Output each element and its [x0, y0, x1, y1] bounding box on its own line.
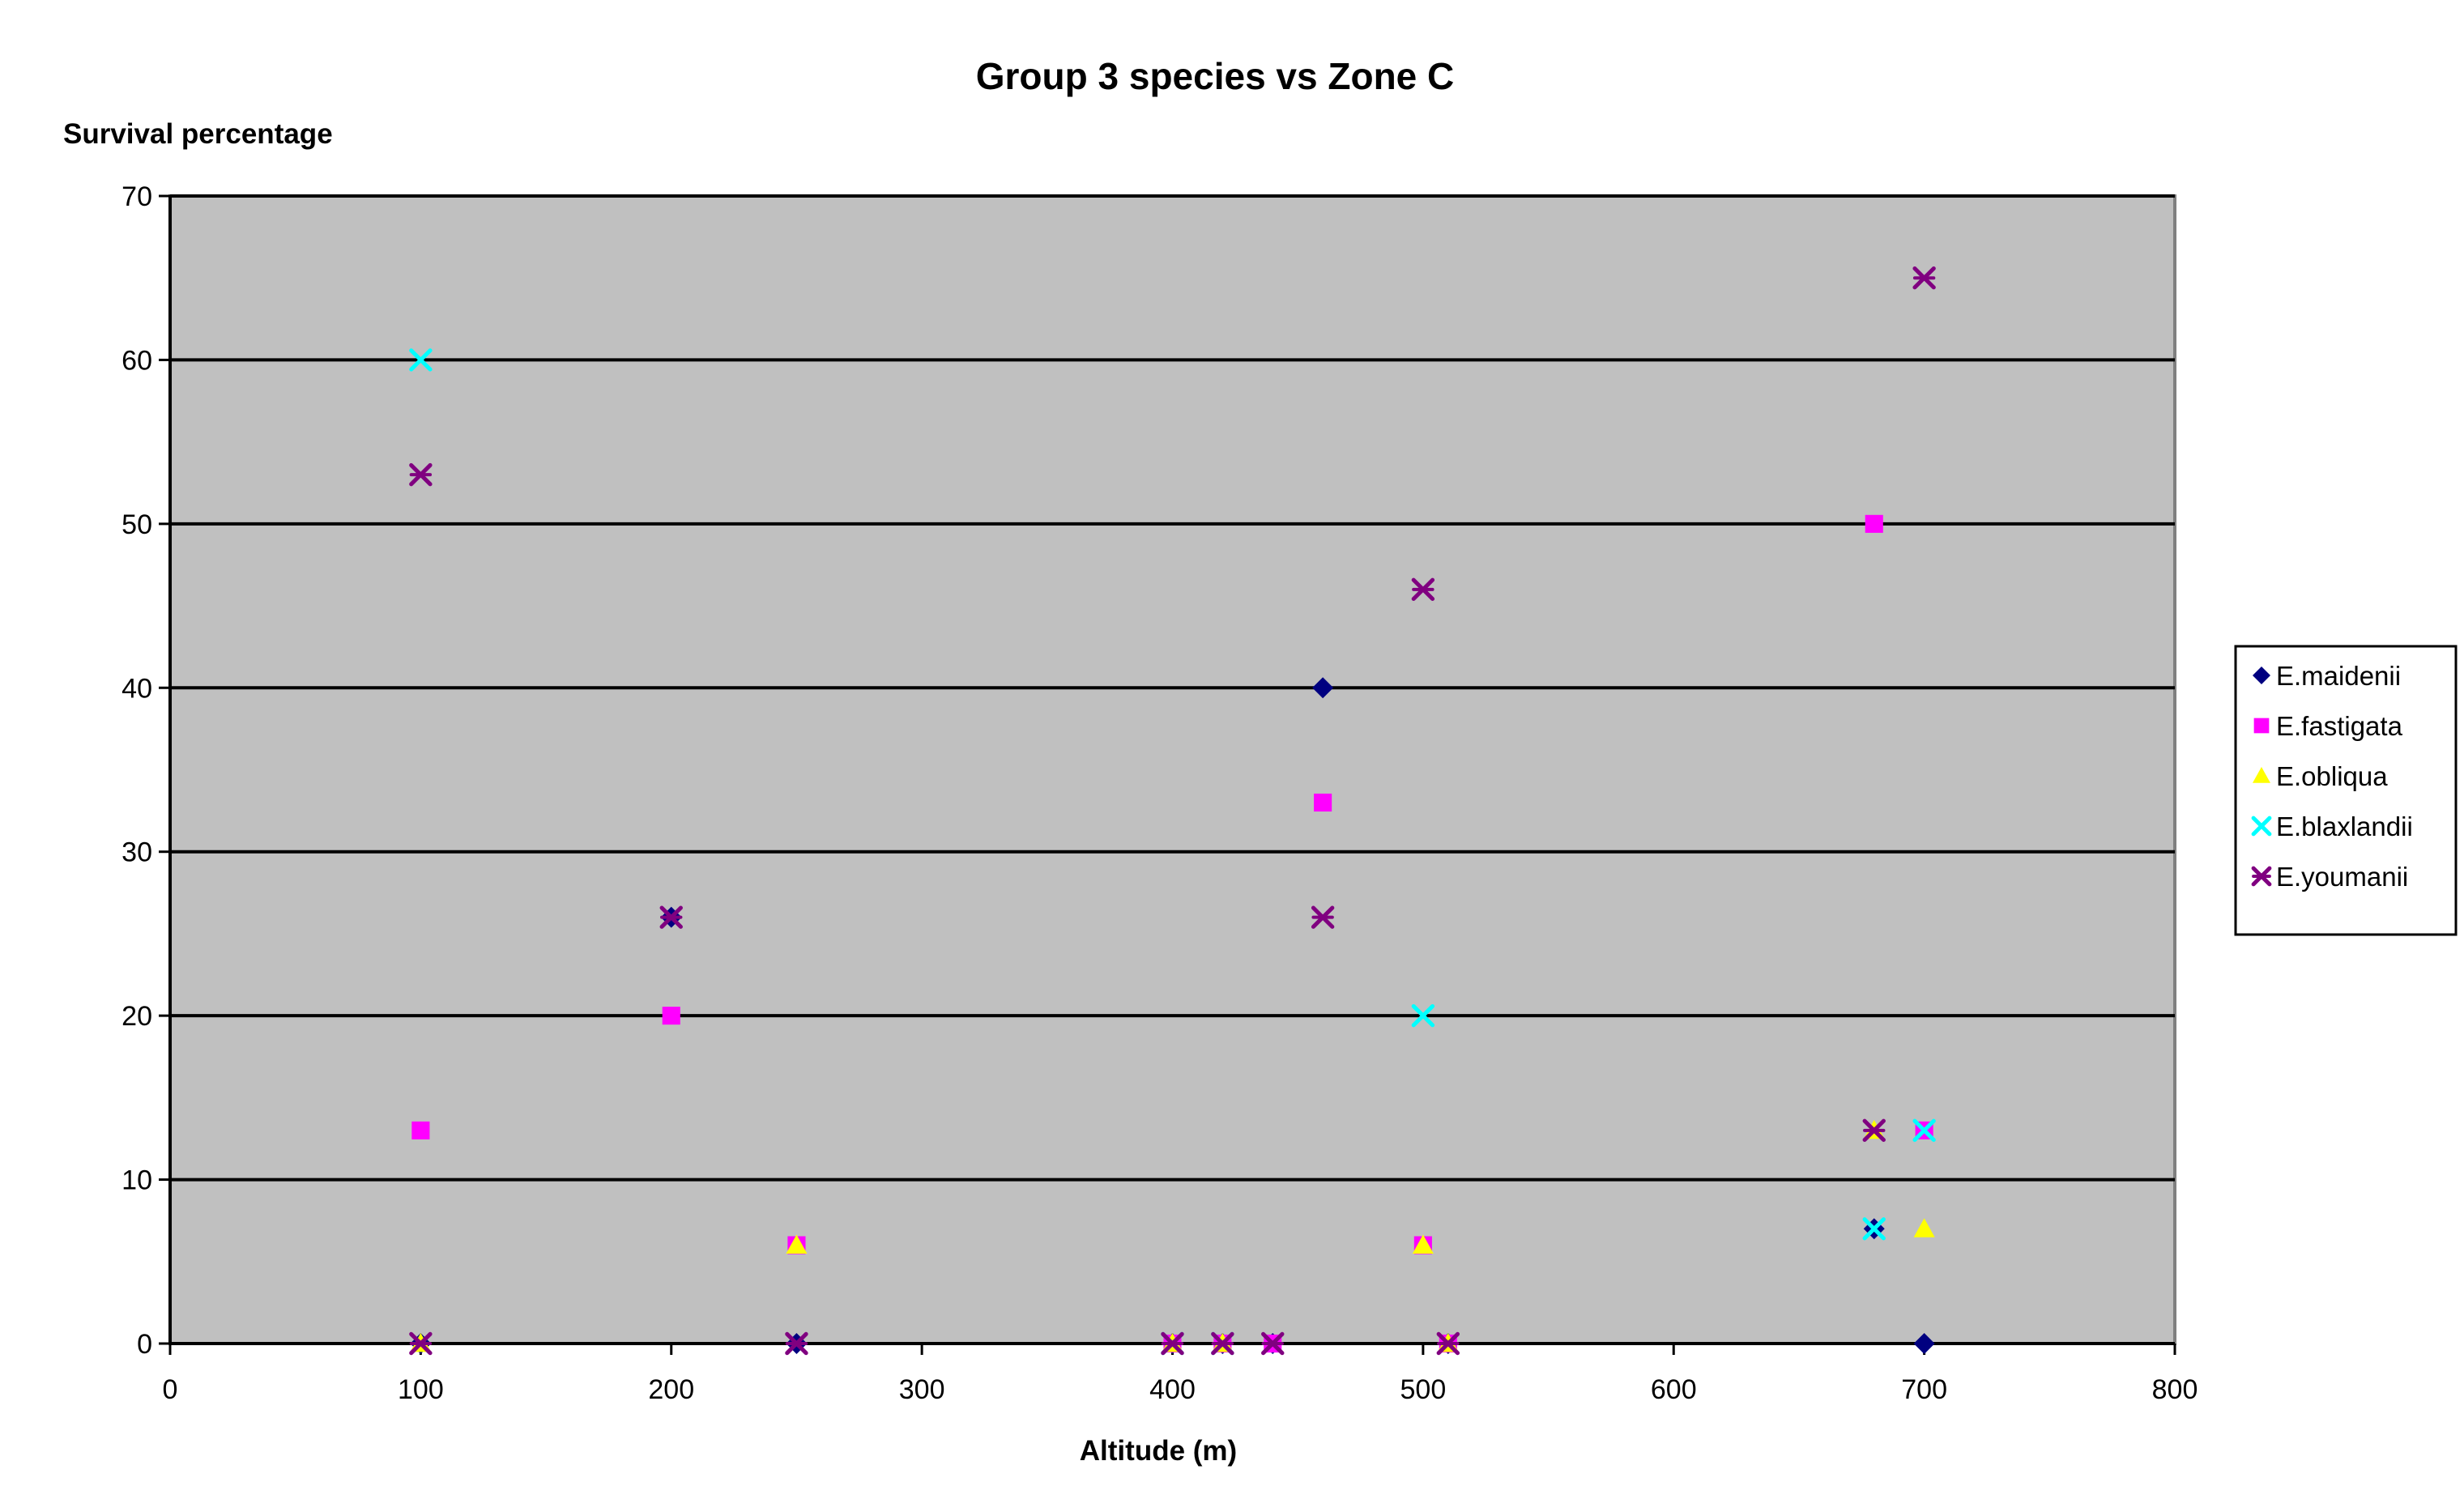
point-E.youmanii-6 — [1261, 1331, 1285, 1356]
data-points — [409, 266, 1936, 1356]
x-axis-ticks: 0 100 200 300 400 500 600 700 800 — [163, 1344, 2198, 1405]
y-axis-label: Survival percentage — [63, 118, 333, 150]
legend: E.maidenii E.fastigata E.obliqua E.blaxland… — [2234, 645, 2458, 936]
point-E.fastigata-6 — [1314, 793, 1332, 812]
legend-item-E.fastigata: E.fastigata — [2253, 711, 2403, 741]
series-E.youmanii — [409, 266, 1936, 1356]
x-axis-label: Altitude (m) — [1080, 1435, 1237, 1467]
legend-label: E.maidenii — [2276, 661, 2401, 691]
x-tick-label-100: 100 — [398, 1374, 444, 1405]
y-tick-label-60: 60 — [121, 345, 152, 376]
point-E.fastigata-1 — [662, 1007, 680, 1025]
legend-item-E.blaxlandii: E.blaxlandii — [2251, 811, 2413, 841]
point-E.youmanii-2 — [659, 905, 683, 929]
legend-box — [2234, 645, 2458, 936]
legend-label: E.obliqua — [2276, 761, 2388, 791]
legend-label: E.fastigata — [2276, 711, 2403, 741]
point-E.maidenii-6 — [1312, 677, 1334, 699]
point-E.obliqua-1 — [786, 1234, 808, 1254]
legend-marker-E.fastigata — [2253, 718, 2270, 734]
x-tick-label-200: 200 — [648, 1374, 694, 1405]
legend-item-E.obliqua: E.obliqua — [2253, 761, 2388, 791]
y-tick-label-30: 30 — [121, 837, 152, 868]
point-E.youmanii-7 — [1311, 905, 1335, 929]
gridlines — [170, 194, 2175, 1182]
y-tick-label-40: 40 — [121, 673, 152, 704]
point-E.youmanii-8 — [1411, 577, 1435, 602]
point-E.youmanii-3 — [785, 1331, 808, 1356]
x-tick-label-400: 400 — [1149, 1374, 1196, 1405]
y-tick-label-50: 50 — [121, 509, 152, 540]
point-E.youmanii-5 — [1211, 1331, 1234, 1356]
point-E.youmanii-11 — [1912, 266, 1936, 290]
x-tick-label-0: 0 — [163, 1374, 178, 1405]
legend-item-E.maidenii: E.maidenii — [2253, 661, 2401, 691]
point-E.blaxlandii-4 — [1862, 1217, 1886, 1241]
point-E.youmanii-9 — [1436, 1331, 1460, 1356]
plot-area — [168, 194, 2176, 1345]
chart-title: Group 3 species vs Zone C — [976, 55, 1455, 97]
x-tick-label-800: 800 — [2152, 1374, 2198, 1405]
x-tick-label-600: 600 — [1651, 1374, 1697, 1405]
legend-marker-E.blaxlandii — [2251, 816, 2272, 837]
y-tick-label-20: 20 — [121, 1001, 152, 1032]
point-E.blaxlandii-0 — [409, 348, 433, 372]
y-axis-ticks: 0 10 20 30 40 50 60 70 — [121, 181, 170, 1360]
y-tick-label-0: 0 — [137, 1329, 152, 1360]
point-E.maidenii-9 — [1913, 1333, 1935, 1354]
x-tick-label-700: 700 — [1901, 1374, 1947, 1405]
point-E.fastigata-9 — [1865, 514, 1883, 533]
point-E.obliqua-7 — [1913, 1218, 1935, 1237]
point-E.blaxlandii-5 — [1912, 1118, 1936, 1143]
point-E.youmanii-1 — [409, 1331, 433, 1356]
point-E.youmanii-10 — [1862, 1118, 1886, 1143]
point-E.youmanii-0 — [409, 462, 433, 487]
x-tick-label-500: 500 — [1400, 1374, 1447, 1405]
x-tick-label-300: 300 — [899, 1374, 945, 1405]
y-tick-label-10: 10 — [121, 1165, 152, 1196]
legend-item-E.youmanii: E.youmanii — [2251, 862, 2408, 892]
y-tick-label-70: 70 — [121, 181, 152, 212]
legend-marker-E.maidenii — [2253, 667, 2270, 684]
point-E.blaxlandii-3 — [1411, 1003, 1435, 1028]
point-E.fastigata-0 — [411, 1121, 430, 1139]
point-E.youmanii-4 — [1161, 1331, 1184, 1356]
point-E.obliqua-4 — [1412, 1234, 1434, 1254]
legend-label: E.youmanii — [2276, 862, 2408, 892]
legend-marker-E.youmanii — [2251, 866, 2272, 887]
legend-label: E.blaxlandii — [2276, 811, 2413, 841]
legend-marker-E.obliqua — [2253, 767, 2270, 783]
legend-items: E.maidenii E.fastigata E.obliqua E.blaxland… — [2251, 661, 2413, 892]
